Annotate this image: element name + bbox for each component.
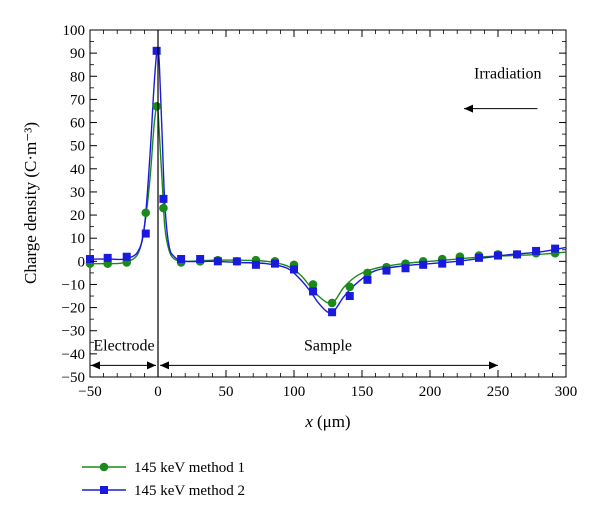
x-tick-label: 100 <box>283 384 306 400</box>
series-1-point <box>327 298 337 308</box>
series-1-point <box>159 203 168 213</box>
irradiation-arrow-head <box>464 104 473 113</box>
x-tick-label: 250 <box>487 384 510 400</box>
y-tick-label: 50 <box>70 139 85 155</box>
x-tick-label: 150 <box>351 384 374 400</box>
electrode-arrow-left <box>91 361 100 370</box>
series-line-2 <box>89 46 567 314</box>
series-2-point <box>251 260 260 269</box>
y-tick-label: −50 <box>62 370 85 386</box>
legend-marker-1 <box>99 462 109 472</box>
y-tick-label: 90 <box>70 46 85 62</box>
series-2-point <box>196 255 205 264</box>
x-tick-label: 50 <box>219 384 234 400</box>
series-2-point <box>455 257 464 266</box>
y-tick-label: 30 <box>70 185 85 201</box>
legend: 145 keV method 1 145 keV method 2 <box>82 460 245 499</box>
legend-marker-2 <box>100 486 108 494</box>
electrode-label: Electrode <box>93 337 154 354</box>
annotations: Electrode Sample Irradiation <box>91 66 542 370</box>
electrode-arrow-right <box>147 361 156 370</box>
y-tick-label: 100 <box>63 23 86 39</box>
y-tick-label: 60 <box>70 116 85 132</box>
x-axis-unit: (μm) <box>317 412 351 431</box>
series-2-point <box>309 287 318 296</box>
sample-label: Sample <box>304 337 352 354</box>
y-tick-label: 20 <box>70 208 85 224</box>
legend-label-1: 145 keV method 1 <box>134 460 245 476</box>
x-tick-label: −50 <box>78 384 101 400</box>
series-2-point <box>232 257 241 266</box>
y-tick-label: −20 <box>62 301 85 317</box>
y-axis-ticks: −50 −40 −30 −20 −10 0 10 20 30 40 50 60 70 80 90 100 <box>62 23 566 386</box>
series-2-point <box>382 266 391 275</box>
series-2-point <box>86 255 94 264</box>
sample-arrow-left <box>160 361 169 370</box>
x-tick-label: 0 <box>154 384 162 400</box>
series-2-point <box>474 253 483 262</box>
series-1-point <box>363 268 372 278</box>
y-tick-label: 70 <box>70 92 85 108</box>
y-tick-label: −10 <box>62 277 85 293</box>
series-2-point <box>438 259 447 268</box>
legend-label-2: 145 keV method 2 <box>134 483 245 499</box>
series-2-point <box>290 265 298 274</box>
series-2-point <box>152 46 161 55</box>
series-2-point <box>401 264 410 273</box>
series-2-point <box>551 244 560 253</box>
x-axis-variable: x <box>304 412 313 431</box>
series-2-point <box>177 255 186 264</box>
series-2-point <box>419 260 428 269</box>
x-axis-ticks: −50 0 50 100 150 200 250 300 <box>78 30 577 400</box>
y-tick-label: 10 <box>70 231 85 247</box>
series-2-point <box>122 252 131 261</box>
sample-arrow-right <box>489 361 498 370</box>
y-tick-label: −30 <box>62 324 85 340</box>
plot-area <box>89 29 567 378</box>
y-tick-label: 80 <box>70 69 85 85</box>
series-2-point <box>328 308 337 317</box>
series-2-point <box>363 275 372 284</box>
series-1-point <box>308 280 318 289</box>
irradiation-label: Irradiation <box>474 66 542 83</box>
series-2-point <box>345 292 354 301</box>
x-tick-label: 300 <box>555 384 578 400</box>
y-tick-label: −40 <box>62 347 85 363</box>
series-2-point <box>141 229 150 238</box>
series-1-point <box>152 102 161 111</box>
y-tick-label: 0 <box>78 254 86 270</box>
series-2-point <box>103 253 112 262</box>
series-2-point <box>532 246 541 255</box>
series-markers <box>85 46 560 317</box>
series-2-point <box>513 250 522 259</box>
series-2-point <box>494 251 502 260</box>
y-tick-label: 40 <box>70 162 85 178</box>
series-1-point <box>141 208 151 218</box>
x-tick-label: 200 <box>419 384 442 400</box>
series-1-point <box>345 282 355 292</box>
y-axis-title: Charge density (C·m⁻³) <box>21 122 40 284</box>
x-axis-title: x (μm) <box>304 412 350 431</box>
series-2-point <box>270 259 279 268</box>
series-2-point <box>213 257 222 266</box>
series-2-point <box>159 194 168 203</box>
